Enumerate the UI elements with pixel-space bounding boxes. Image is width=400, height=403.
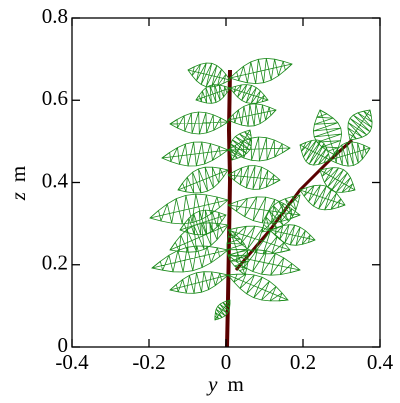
leaf-mesh (227, 273, 289, 302)
leaf-mesh (177, 166, 229, 194)
leaf-mesh (299, 139, 331, 166)
leaf-mesh (227, 249, 301, 276)
leaf-mesh (151, 245, 229, 273)
leaf-mesh (230, 129, 252, 161)
leaf-mesh (226, 229, 249, 276)
leaf-mesh (269, 224, 316, 246)
leaf-mesh (169, 111, 229, 135)
leaf-mesh (261, 194, 301, 233)
leaf-mesh (161, 141, 229, 167)
leaf-mesh (229, 58, 293, 84)
leaf-mesh (329, 141, 371, 167)
leaf-mesh (149, 194, 229, 224)
plant (149, 57, 373, 348)
leaf-mesh (195, 84, 231, 104)
y-tick-label: 0.2 (42, 251, 68, 275)
leaf-mesh (229, 84, 269, 104)
x-tick-label: 0.2 (290, 350, 316, 374)
leaf-mesh (299, 184, 346, 211)
plot-frame (71, 17, 381, 348)
y-tick-label: 0 (58, 333, 69, 357)
leaf-mesh (227, 103, 277, 127)
leaf-mesh (169, 271, 229, 294)
y-tick-label: 0.6 (42, 86, 68, 110)
leaf-mesh (347, 109, 373, 141)
leaf-mesh (227, 225, 291, 255)
x-tick-label: 0 (221, 350, 232, 374)
x-tick-label: -0.4 (55, 350, 89, 374)
leaf-mesh (214, 299, 231, 321)
x-tick-label: 0.4 (367, 350, 394, 374)
leaf-mesh (179, 209, 227, 236)
y-tick-label: 0.8 (42, 4, 68, 28)
leaf-mesh (227, 165, 281, 190)
leaf-mesh (313, 109, 342, 156)
x-tick-label: -0.2 (132, 350, 165, 374)
leaf-mesh (319, 167, 356, 193)
y-tick-label: 0.4 (42, 168, 69, 192)
leaf-mesh (187, 62, 231, 88)
y-axis-label: zm (6, 166, 30, 202)
